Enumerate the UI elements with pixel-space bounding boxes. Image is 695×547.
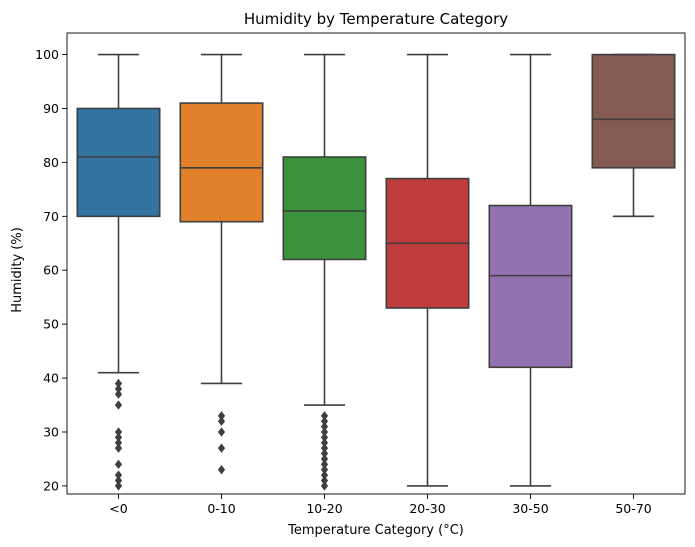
box-30-50 (489, 206, 571, 368)
x-tick-label: 20-30 (409, 501, 445, 516)
outlier-point (218, 465, 225, 474)
outlier-point (218, 411, 225, 420)
outlier-point (321, 411, 328, 420)
outlier-point (218, 443, 225, 452)
y-tick-label: 20 (43, 478, 59, 493)
y-tick-label: 60 (43, 263, 59, 278)
outlier-point (115, 400, 122, 409)
y-tick-label: 70 (43, 209, 59, 224)
x-tick-label: 50-70 (615, 501, 651, 516)
x-tick-label: 0-10 (207, 501, 235, 516)
box-0-10 (180, 103, 262, 222)
chart-title: Humidity by Temperature Category (244, 10, 508, 28)
y-tick-label: 100 (35, 47, 59, 62)
x-tick-label: <0 (109, 501, 127, 516)
y-tick-label: 80 (43, 155, 59, 170)
plot-area: 20 30 40 50 60 70 80 90 100 <0 0-10 10-20 20-30 30-50… (35, 33, 685, 516)
x-tick-label: 30-50 (512, 501, 548, 516)
box-10-20 (283, 157, 365, 259)
outlier-point (115, 427, 122, 436)
box-50-70 (592, 55, 674, 168)
box-<0 (77, 108, 159, 216)
outlier-point (115, 379, 122, 388)
y-axis-label: Humidity (%) (10, 227, 25, 313)
x-axis-label: Temperature Category (°C) (287, 523, 464, 538)
outlier-point (115, 470, 122, 479)
y-tick-label: 30 (43, 424, 59, 439)
y-tick-label: 90 (43, 101, 59, 116)
outlier-point (115, 460, 122, 469)
y-tick-label: 50 (43, 317, 59, 332)
x-tick-label: 10-20 (306, 501, 342, 516)
y-tick-label: 40 (43, 371, 59, 386)
outlier-point (218, 427, 225, 436)
